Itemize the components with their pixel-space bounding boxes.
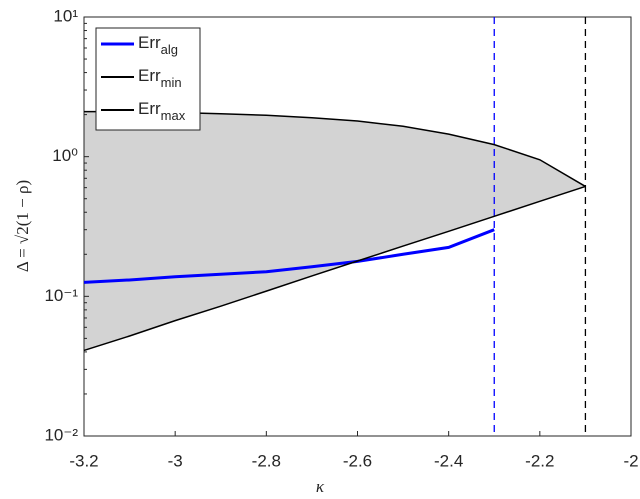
y-tick-label: 10¹ [53, 6, 78, 25]
series-line [83, 185, 586, 352]
x-axis-label: κ [316, 477, 325, 496]
y-axis-label: Δ = √2(1 − ρ) [13, 180, 32, 272]
series-line [83, 228, 495, 284]
legend-label: Errmin [138, 66, 182, 90]
legend-name: Err [138, 99, 161, 118]
y-tick-label: 10⁻² [44, 425, 78, 444]
x-tick-label: -2.8 [252, 451, 281, 470]
x-tick-label: -2 [623, 451, 638, 470]
band-fill [84, 111, 586, 351]
x-tick-label: -2.6 [343, 451, 372, 470]
legend-label: Errmax [138, 99, 186, 123]
legend-label: Erralg [138, 33, 178, 57]
legend-subscript: max [161, 108, 186, 123]
y-tick-label: 10⁰ [52, 146, 78, 165]
x-tick-label: -3.2 [69, 451, 98, 470]
x-tick-label: -3 [168, 451, 183, 470]
legend-subscript: alg [161, 42, 178, 57]
legend-subscript: min [161, 75, 182, 90]
x-tick-label: -2.4 [434, 451, 463, 470]
y-tick-label: 10⁻¹ [44, 286, 78, 305]
legend-name: Err [138, 66, 161, 85]
x-tick-label: -2.2 [525, 451, 554, 470]
legend-name: Err [138, 33, 161, 52]
